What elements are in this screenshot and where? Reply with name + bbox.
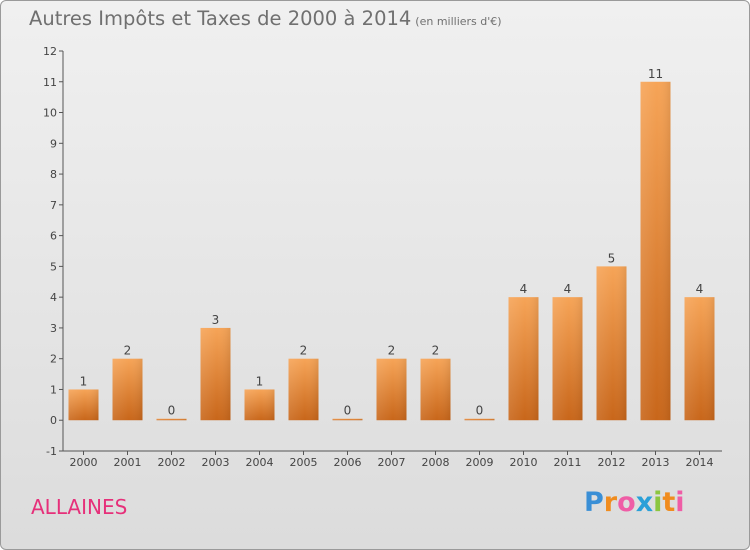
bar-shine [552, 297, 583, 421]
logo-letter: o [617, 487, 636, 518]
y-tick-label: 12 [43, 45, 57, 58]
y-tick-label: 5 [50, 260, 57, 273]
bar-2011 [552, 297, 583, 421]
x-tick-label: 2004 [246, 456, 274, 469]
bar-2014 [684, 297, 715, 421]
bar-value-label: 1 [80, 374, 88, 388]
bar-value-label: 0 [168, 404, 176, 418]
logo-letter: t [662, 487, 676, 518]
bar-shine [464, 418, 495, 421]
bar-2005 [288, 358, 319, 421]
y-tick-label: 6 [50, 230, 57, 243]
bar-2008 [420, 358, 451, 421]
x-tick-label: 2008 [422, 456, 450, 469]
y-tick-label: 11 [43, 76, 57, 89]
y-tick-label: -1 [46, 445, 57, 458]
logo-letter: P [584, 487, 604, 518]
bar-value-label: 2 [300, 344, 308, 358]
logo-letter: i [653, 487, 663, 518]
bar-value-label: 11 [648, 67, 663, 81]
chart-subtitle: (en milliers d'€) [415, 15, 502, 28]
bar-value-label: 2 [432, 344, 440, 358]
bars [68, 81, 715, 421]
bar-shine [156, 418, 187, 421]
bar-value-label: 0 [344, 404, 352, 418]
bar-value-label: 0 [476, 404, 484, 418]
bar-value-label: 4 [696, 282, 704, 296]
commune-name: ALLAINES [31, 495, 128, 519]
x-tick-label: 2011 [554, 456, 582, 469]
x-tick-label: 2006 [334, 456, 362, 469]
x-tick-label: 2007 [378, 456, 406, 469]
bar-shine [332, 418, 363, 421]
x-tick-label: 2010 [510, 456, 538, 469]
x-tick-label: 2013 [642, 456, 670, 469]
bar-2004 [244, 389, 275, 421]
x-tick-label: 2001 [114, 456, 142, 469]
bar-shine [376, 358, 407, 421]
bar-value-label: 2 [388, 344, 396, 358]
bar-value-label: 4 [520, 282, 528, 296]
bar-2001 [112, 358, 143, 421]
bar-value-label: 4 [564, 282, 572, 296]
bar-shine [68, 389, 99, 421]
bar-value-label: 2 [124, 344, 132, 358]
y-tick-label: 4 [50, 291, 57, 304]
bar-2000 [68, 389, 99, 421]
bar-shine [596, 266, 627, 421]
y-tick-label: 9 [50, 137, 57, 150]
bar-shine [684, 297, 715, 421]
bar-2009 [464, 418, 495, 421]
bar-shine [112, 358, 143, 421]
bar-shine [508, 297, 539, 421]
x-tick-label: 2002 [158, 456, 186, 469]
x-tick-label: 2003 [202, 456, 230, 469]
y-tick-label: 8 [50, 168, 57, 181]
y-tick-label: 2 [50, 353, 57, 366]
bar-2010 [508, 297, 539, 421]
y-tick-label: 10 [43, 107, 57, 120]
x-tick-label: 2009 [466, 456, 494, 469]
bar-shine [288, 358, 319, 421]
logo-letter: i [675, 487, 685, 518]
y-tick-label: 1 [50, 383, 57, 396]
bar-shine [244, 389, 275, 421]
bar-2006 [332, 418, 363, 421]
bar-2007 [376, 358, 407, 421]
x-tick-label: 2012 [598, 456, 626, 469]
bar-2012 [596, 266, 627, 421]
x-tick-label: 2000 [70, 456, 98, 469]
proxiti-logo: Proxiti [584, 487, 685, 518]
x-tick-label: 2014 [686, 456, 714, 469]
bar-value-label: 3 [212, 313, 220, 327]
bar-value-label: 1 [256, 374, 264, 388]
x-tick-label: 2005 [290, 456, 318, 469]
value-labels: 1 2 0 3 1 2 0 2 2 0 4 4 5 11 4 [80, 67, 704, 418]
bar-2003 [200, 327, 231, 421]
bar-2002 [156, 418, 187, 421]
chart-title: Autres Impôts et Taxes de 2000 à 2014 (en… [29, 7, 502, 30]
bar-shine [640, 81, 671, 421]
logo-letter: x [635, 487, 654, 518]
bar-shine [420, 358, 451, 421]
bar-2013 [640, 81, 671, 421]
y-tick-label: 7 [50, 199, 57, 212]
y-tick-label: 3 [50, 322, 57, 335]
chart-title-text: Autres Impôts et Taxes de 2000 à 2014 [29, 7, 412, 30]
bar-value-label: 5 [608, 251, 616, 265]
bar-shine [200, 327, 231, 421]
logo-letter: r [603, 487, 618, 518]
y-tick-label: 0 [50, 414, 57, 427]
